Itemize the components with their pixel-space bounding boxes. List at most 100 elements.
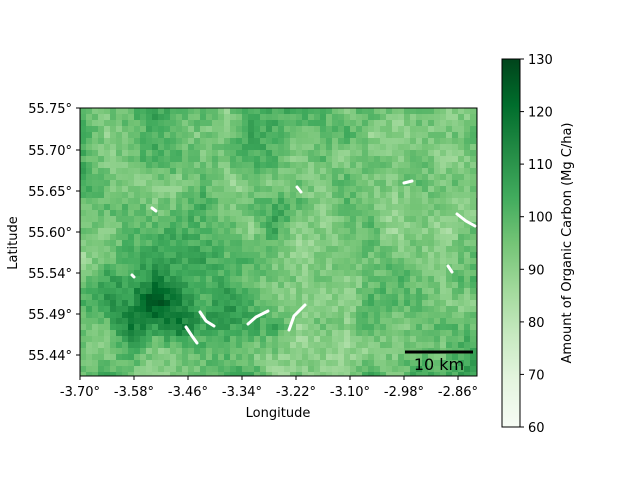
raster-cell xyxy=(326,288,332,294)
raster-cell xyxy=(422,276,428,282)
raster-cell xyxy=(314,288,320,294)
raster-cell xyxy=(152,300,158,306)
raster-cell xyxy=(158,324,164,330)
raster-cell xyxy=(182,108,188,114)
raster-cell xyxy=(434,204,440,210)
raster-cell xyxy=(266,132,272,138)
raster-cell xyxy=(176,192,182,198)
raster-cell xyxy=(98,288,104,294)
raster-cell xyxy=(146,240,152,246)
raster-cell xyxy=(290,186,296,192)
raster-cell xyxy=(146,324,152,330)
raster-cell xyxy=(248,204,254,210)
raster-cell xyxy=(278,234,284,240)
raster-cell xyxy=(350,324,356,330)
raster-cell xyxy=(368,246,374,252)
raster-cell xyxy=(338,312,344,318)
raster-cell xyxy=(194,150,200,156)
raster-cell xyxy=(386,168,392,174)
raster-cell xyxy=(152,204,158,210)
raster-cell xyxy=(314,120,320,126)
raster-cell xyxy=(410,306,416,312)
raster-cell xyxy=(176,240,182,246)
raster-cell xyxy=(248,210,254,216)
raster-cell xyxy=(446,318,452,324)
raster-cell xyxy=(266,360,272,366)
raster-cell xyxy=(152,264,158,270)
raster-cell xyxy=(302,264,308,270)
raster-cell xyxy=(344,264,350,270)
raster-cell xyxy=(332,198,338,204)
raster-cell xyxy=(410,366,416,372)
raster-cell xyxy=(140,276,146,282)
raster-cell xyxy=(170,252,176,258)
raster-cell xyxy=(152,138,158,144)
raster-cell xyxy=(248,342,254,348)
raster-cell xyxy=(296,174,302,180)
raster-cell xyxy=(332,114,338,120)
raster-cell xyxy=(80,108,86,114)
raster-cell xyxy=(152,258,158,264)
raster-cell xyxy=(152,276,158,282)
raster-cell xyxy=(194,234,200,240)
raster-cell xyxy=(110,276,116,282)
raster-cell xyxy=(314,192,320,198)
raster-cell xyxy=(212,240,218,246)
y-tick-label: 55.44° xyxy=(28,349,72,364)
raster-cell xyxy=(224,198,230,204)
raster-cell xyxy=(194,348,200,354)
raster-cell xyxy=(392,180,398,186)
raster-cell xyxy=(242,192,248,198)
raster-cell xyxy=(470,342,476,348)
raster-cell xyxy=(434,144,440,150)
raster-cell xyxy=(386,336,392,342)
raster-cell xyxy=(86,372,92,376)
raster-cell xyxy=(164,138,170,144)
raster-cell xyxy=(464,288,470,294)
raster-cell xyxy=(404,186,410,192)
raster-cell xyxy=(218,312,224,318)
raster-cell xyxy=(146,312,152,318)
raster-cell xyxy=(470,234,476,240)
raster-cell xyxy=(338,366,344,372)
raster-cell xyxy=(104,234,110,240)
raster-cell xyxy=(80,216,86,222)
raster-cell xyxy=(464,264,470,270)
raster-cell xyxy=(470,216,476,222)
map-plot-area: 10 km xyxy=(79,107,478,377)
raster-cell xyxy=(128,330,134,336)
raster-cell xyxy=(260,258,266,264)
raster-cell xyxy=(428,276,434,282)
raster-cell xyxy=(308,174,314,180)
raster-cell xyxy=(464,318,470,324)
raster-cell xyxy=(152,192,158,198)
raster-cell xyxy=(422,192,428,198)
raster-cell xyxy=(218,252,224,258)
raster-cell xyxy=(344,300,350,306)
raster-cell xyxy=(410,180,416,186)
raster-cell xyxy=(440,264,446,270)
raster-cell xyxy=(194,330,200,336)
raster-cell xyxy=(362,126,368,132)
raster-cell xyxy=(386,120,392,126)
raster-cell xyxy=(140,336,146,342)
raster-cell xyxy=(104,132,110,138)
raster-cell xyxy=(452,114,458,120)
raster-cell xyxy=(80,120,86,126)
raster-cell xyxy=(314,318,320,324)
raster-cell xyxy=(260,144,266,150)
raster-cell xyxy=(368,360,374,366)
raster-cell xyxy=(374,156,380,162)
raster-cell xyxy=(434,156,440,162)
raster-cell xyxy=(206,228,212,234)
raster-cell xyxy=(188,264,194,270)
raster-cell xyxy=(308,204,314,210)
raster-cell xyxy=(266,114,272,120)
raster-cell xyxy=(86,336,92,342)
raster-cell xyxy=(200,138,206,144)
raster-cell xyxy=(224,150,230,156)
raster-cell xyxy=(254,294,260,300)
raster-cell xyxy=(422,294,428,300)
raster-cell xyxy=(452,144,458,150)
raster-cell xyxy=(98,168,104,174)
